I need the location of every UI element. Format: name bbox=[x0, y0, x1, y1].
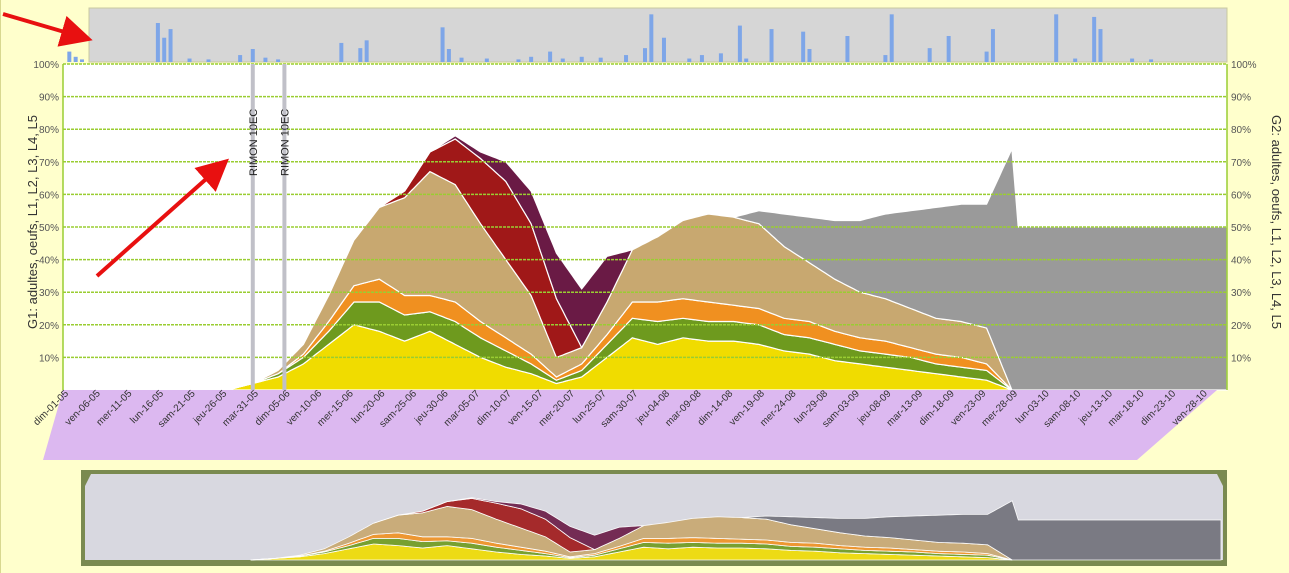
histogram-bar bbox=[187, 58, 192, 62]
y-tick-left: 30% bbox=[39, 288, 59, 299]
y-tick-left: 70% bbox=[39, 158, 59, 169]
histogram-bar bbox=[168, 29, 173, 62]
histogram-bar bbox=[718, 53, 723, 62]
histogram-bar bbox=[946, 36, 951, 62]
y-tick-left: 10% bbox=[39, 353, 59, 364]
histogram-bar bbox=[67, 51, 72, 62]
x-axis-band bbox=[43, 390, 1217, 460]
histogram-bar bbox=[801, 31, 806, 62]
top-histogram[interactable] bbox=[67, 7, 1228, 63]
area-series-5 bbox=[404, 134, 634, 349]
histogram-bar bbox=[744, 58, 749, 62]
y-axis-label-left: G1: adultes, oeufs, L1, L2, L3, L4, L5 bbox=[25, 115, 40, 329]
y-tick-left: 100% bbox=[33, 60, 59, 71]
histogram-bar bbox=[548, 51, 553, 62]
y-tick-right: 30% bbox=[1231, 288, 1251, 299]
histogram-bar bbox=[1149, 59, 1154, 62]
histogram-bar bbox=[737, 25, 742, 63]
histogram-bar bbox=[263, 57, 268, 62]
histogram-bar bbox=[516, 59, 521, 62]
histogram-bar bbox=[883, 55, 888, 62]
y-tick-right: 80% bbox=[1231, 125, 1251, 136]
histogram-bar bbox=[79, 59, 84, 62]
y-tick-right: 60% bbox=[1231, 190, 1251, 201]
histogram-background bbox=[88, 7, 1228, 63]
histogram-bar bbox=[1073, 58, 1078, 62]
annotation-arrows bbox=[2, 12, 229, 278]
histogram-bar bbox=[238, 55, 243, 62]
histogram-bar bbox=[624, 55, 629, 62]
histogram-bar bbox=[687, 58, 692, 62]
navigator-series-5 bbox=[422, 497, 644, 551]
y-axis-label-right: G2: adultes, oeufs, L1, L2, L3, L4, L5 bbox=[1269, 115, 1284, 329]
histogram-bar bbox=[440, 27, 445, 62]
y-tick-right: 40% bbox=[1231, 256, 1251, 267]
histogram-bar bbox=[1054, 14, 1059, 63]
histogram-bar bbox=[990, 29, 995, 62]
annotation-arrow bbox=[95, 158, 229, 278]
y-tick-right: 90% bbox=[1231, 93, 1251, 104]
histogram-bar bbox=[649, 14, 654, 63]
annotation-arrow bbox=[2, 12, 93, 47]
histogram-bar bbox=[643, 48, 647, 62]
y-tick-left: 40% bbox=[39, 256, 59, 267]
histogram-bar bbox=[661, 37, 666, 62]
histogram-bar bbox=[845, 36, 850, 62]
histogram-bar bbox=[1130, 58, 1135, 62]
y-axis-ticks: 100% 100% 90% 90% 80% 80% 70% 70% 60% 60% 50% 50% 40… bbox=[33, 60, 1256, 364]
y-tick-right: 10% bbox=[1231, 353, 1251, 364]
histogram-bar bbox=[206, 59, 211, 62]
histogram-bar bbox=[446, 49, 451, 62]
histogram-bar bbox=[598, 57, 603, 62]
y-tick-left: 60% bbox=[39, 190, 59, 201]
y-tick-right: 50% bbox=[1231, 223, 1251, 234]
plot-area bbox=[63, 64, 1228, 391]
y-tick-right: 20% bbox=[1231, 321, 1251, 332]
y-tick-right: 100% bbox=[1231, 60, 1257, 71]
histogram-bar bbox=[339, 42, 344, 62]
x-axis: dim-01-05ven-06-05mer-11-05lun-16-05sam-… bbox=[32, 388, 1217, 460]
histogram-bar bbox=[1098, 29, 1103, 62]
marker-label: RIMON 10EC bbox=[248, 109, 260, 176]
histogram-bar bbox=[459, 57, 464, 62]
y-tick-right: 70% bbox=[1231, 158, 1251, 169]
histogram-bar bbox=[364, 40, 369, 62]
histogram-bar bbox=[579, 56, 584, 62]
histogram-bar bbox=[699, 55, 704, 62]
grid-lines bbox=[62, 63, 1228, 390]
marker-line bbox=[282, 64, 287, 390]
histogram-bar bbox=[155, 23, 160, 62]
y-tick-left: 50% bbox=[39, 223, 59, 234]
histogram-bar bbox=[927, 48, 932, 62]
y-tick-left: 20% bbox=[39, 321, 59, 332]
histogram-bar bbox=[889, 14, 894, 63]
histogram-bar bbox=[807, 49, 812, 62]
histogram-bar bbox=[276, 59, 281, 62]
y-tick-left: 80% bbox=[39, 125, 59, 136]
navigator-overview[interactable] bbox=[81, 470, 1227, 566]
histogram-bar bbox=[484, 58, 489, 62]
histogram-bar bbox=[560, 58, 565, 62]
marker-label: RIMON 10EC bbox=[279, 109, 291, 176]
treatment-markers: RIMON 10EC RIMON 10EC bbox=[248, 64, 291, 390]
histogram-bar bbox=[984, 51, 989, 62]
histogram-bar bbox=[162, 37, 167, 62]
marker-line bbox=[250, 64, 255, 390]
histogram-bar bbox=[1092, 16, 1097, 62]
navigator-series-6 bbox=[741, 500, 1222, 561]
histogram-bar bbox=[73, 56, 78, 62]
histogram-bar bbox=[769, 29, 774, 62]
histogram-bar bbox=[250, 49, 255, 62]
histogram-bar bbox=[358, 48, 363, 62]
y-tick-left: 90% bbox=[39, 93, 59, 104]
histogram-bar bbox=[529, 56, 534, 62]
